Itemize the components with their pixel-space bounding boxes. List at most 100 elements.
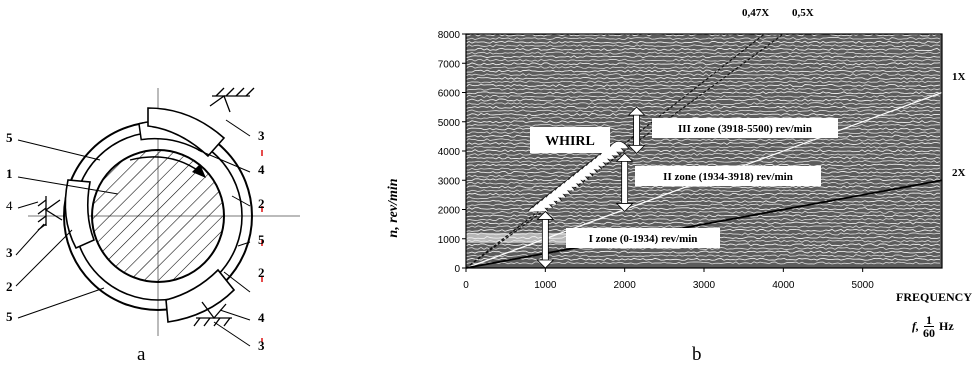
part-label-1: 1 <box>6 166 13 181</box>
x-axis-label-text: FREQUENCY <box>896 290 973 304</box>
frac-den: 60 <box>923 326 935 340</box>
spectrum-trace <box>465 76 941 80</box>
arrow-head-down <box>627 144 646 154</box>
part-label-4: 4 <box>258 310 265 325</box>
spectrum-trace <box>465 163 941 167</box>
pivot-support <box>193 301 232 327</box>
spectrum-trace <box>465 91 941 95</box>
part-label-2: 2 <box>258 265 265 280</box>
y-tick-label: 4000 <box>438 147 461 158</box>
arrow-shaft <box>541 218 549 262</box>
zone-1-arrow <box>536 210 555 269</box>
arrow-shaft <box>633 113 640 147</box>
spectrum-trace <box>465 83 941 88</box>
y-axis-label: n, rev/min <box>386 178 401 238</box>
bearing-diagram <box>15 87 300 347</box>
bearing-pad <box>147 107 226 158</box>
arrow-head <box>192 164 206 178</box>
spectrum-trace <box>465 51 941 55</box>
pivot-support <box>209 87 255 113</box>
spectrum-trace <box>465 188 941 193</box>
zone-3-label-bg <box>652 118 838 138</box>
part-label-3: 3 <box>6 245 13 260</box>
order-label-047x: 0,47X <box>742 7 769 19</box>
y-tick-label: 0 <box>454 264 460 275</box>
part-label-4: 4 <box>258 162 265 177</box>
x-axis-symbol: f, <box>912 319 919 333</box>
y-tick-label: 3000 <box>438 176 461 187</box>
part-label-3: 3 <box>258 128 265 143</box>
arrow-head-down <box>536 259 555 269</box>
zone-2-label: II zone (1934-3918) rev/min <box>663 171 793 183</box>
spectrum-trace <box>465 152 941 156</box>
spectrum-trace <box>465 94 941 99</box>
part-label-2: 2 <box>6 279 13 294</box>
spectrum-trace <box>465 44 941 48</box>
spectrum-trace <box>465 62 941 66</box>
caption-b: b <box>692 344 702 365</box>
spectrum-trace <box>465 98 941 102</box>
spectrum-trace <box>465 55 940 59</box>
frac-num: 1 <box>924 313 934 327</box>
x-tick-label: 4000 <box>772 280 795 291</box>
zone-1-label-bg <box>566 228 720 248</box>
x-axis-hz: Hz <box>939 319 954 333</box>
part-label-3: 3 <box>258 338 265 353</box>
x-tick-label: 2000 <box>614 280 637 291</box>
order-label-1x: 1X <box>952 71 966 83</box>
y-tick-label: 6000 <box>438 89 461 100</box>
x-tick-label: 5000 <box>852 280 875 291</box>
zone-2-arrow <box>615 152 634 212</box>
order-label-2x: 2X <box>952 167 966 179</box>
y-tick-label: 7000 <box>438 59 461 70</box>
y-tick-label: 1000 <box>438 235 461 246</box>
zone-1-label: I zone (0-1934) rev/min <box>589 233 698 245</box>
x-axis-unit: f, 1 60 Hz <box>912 314 954 339</box>
caption-a: a <box>137 344 146 365</box>
spectrum-trace <box>465 65 941 70</box>
spectrum-trace <box>465 109 941 113</box>
x-tick-label: 3000 <box>693 280 716 291</box>
part-label-5: 5 <box>6 130 13 145</box>
arrow-head-up <box>627 106 646 116</box>
order-label-05x: 0,5X <box>792 7 814 19</box>
spectrum-trace <box>465 160 941 164</box>
whirl-peaks <box>527 140 629 212</box>
spectrum-trace <box>465 105 941 109</box>
spectrum-trace <box>465 36 941 41</box>
arrow-head-down <box>615 203 634 212</box>
spectrum-trace <box>465 87 941 91</box>
whirl-label: WHIRL <box>545 134 595 149</box>
order-line <box>465 33 784 269</box>
spectrum-trace <box>465 40 941 44</box>
part-label-5: 5 <box>6 309 13 324</box>
zone-band <box>466 232 606 243</box>
shaft <box>91 149 225 283</box>
x-tick-label: 1000 <box>534 280 557 291</box>
spectrum-trace <box>465 112 941 117</box>
bearing-pad <box>64 179 96 250</box>
spectrum-trace <box>465 69 941 73</box>
part-label-2: 2 <box>258 196 265 211</box>
part-label-5: 5 <box>258 232 265 247</box>
leader-lines <box>15 119 251 347</box>
part-label-4: 4 <box>6 198 13 213</box>
arrow-head-up <box>536 210 555 220</box>
spectrum-trace <box>465 47 941 51</box>
spectrum-trace <box>465 73 941 77</box>
arrow-shaft <box>621 159 629 205</box>
zone-3-arrow <box>627 106 646 154</box>
order-line <box>465 33 765 269</box>
spectrum-trace <box>465 192 941 196</box>
bearing-pad <box>165 268 236 323</box>
whirl-label-bg <box>530 127 610 153</box>
spectrum-trace <box>465 102 941 106</box>
zone-2-label-bg <box>635 166 821 186</box>
whirl-peak <box>608 140 629 149</box>
rotation-arrow <box>129 156 201 173</box>
y-tick-label: 8000 <box>438 30 461 41</box>
y-tick-label: 5000 <box>438 118 461 129</box>
arrow-head-up <box>615 152 634 162</box>
